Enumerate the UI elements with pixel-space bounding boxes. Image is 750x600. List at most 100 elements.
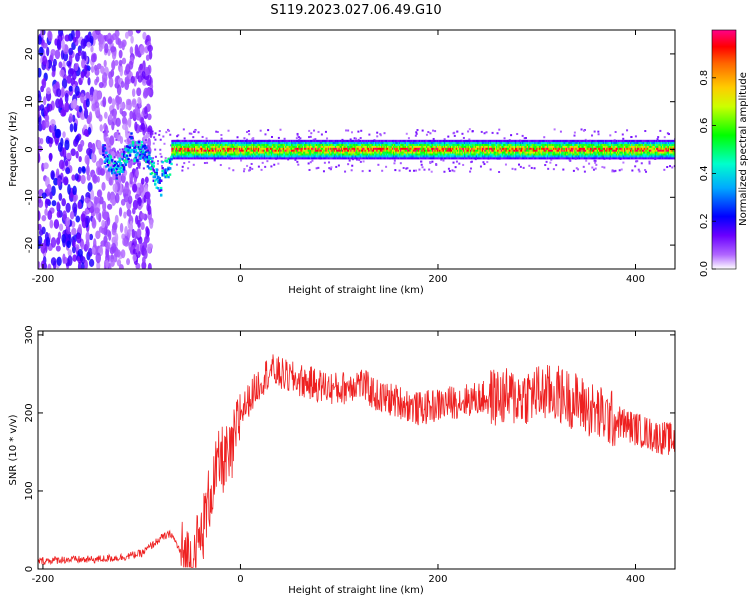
spectrogram-cell bbox=[243, 151, 246, 154]
spectrogram-cell bbox=[389, 157, 392, 160]
spectrogram-cell bbox=[452, 157, 455, 160]
spectrogram-cell bbox=[403, 147, 406, 150]
spectrogram-cell bbox=[368, 133, 371, 136]
spectrogram-cell bbox=[208, 155, 211, 158]
spectrogram-cell bbox=[345, 151, 348, 154]
spectrogram-cell bbox=[366, 157, 370, 160]
spectrogram-cell bbox=[314, 149, 317, 152]
spectrogram-cell bbox=[422, 141, 425, 145]
spectrogram-cell bbox=[558, 139, 562, 143]
spectrogram-cell bbox=[378, 145, 381, 148]
spectrogram-cell bbox=[250, 139, 253, 143]
spectrogram-cell bbox=[405, 132, 408, 135]
spectrogram-cell bbox=[513, 155, 517, 158]
spectrogram-cell bbox=[432, 155, 435, 158]
spectrogram-cell bbox=[441, 139, 444, 143]
spectrogram-cell bbox=[357, 147, 360, 150]
spectrogram-cell bbox=[538, 143, 541, 146]
spectrogram-cell bbox=[526, 157, 530, 160]
spectrogram-cell bbox=[446, 155, 449, 158]
spectrogram-cell bbox=[634, 165, 637, 168]
spectrogram-cell bbox=[426, 145, 429, 148]
spectrogram-cell bbox=[614, 130, 617, 133]
spectrogram-cell bbox=[597, 130, 600, 133]
spectrogram-cell bbox=[279, 151, 282, 154]
spectrogram-cell bbox=[313, 147, 316, 150]
spectrogram-cell bbox=[410, 147, 413, 150]
spectrogram-cell bbox=[498, 151, 501, 154]
spectrogram-cell bbox=[276, 155, 280, 158]
spectrogram-cell bbox=[76, 233, 82, 244]
spectrogram-cell bbox=[347, 129, 350, 132]
spectrogram-cell bbox=[404, 151, 407, 154]
spectrogram-cell bbox=[435, 155, 438, 158]
spectrogram-cell bbox=[202, 141, 205, 145]
spectrogram-cell bbox=[413, 155, 416, 158]
spectrogram-cell bbox=[307, 155, 310, 158]
spectrogram-cell bbox=[545, 145, 549, 148]
spectrogram-cell bbox=[255, 139, 258, 143]
spectrogram-cell bbox=[497, 141, 500, 145]
spectrogram-cell bbox=[315, 151, 319, 154]
spectrogram-cell bbox=[129, 246, 134, 253]
spectrogram-cell bbox=[173, 155, 176, 158]
spectrogram-cell bbox=[365, 145, 368, 148]
spectrogram-cell bbox=[325, 157, 328, 160]
spectrogram-cell bbox=[465, 153, 468, 156]
spectrogram-cell bbox=[390, 153, 393, 156]
spectrogram-cell bbox=[356, 157, 359, 160]
spectrogram-cell bbox=[543, 157, 546, 160]
spectrogram-cell bbox=[511, 147, 514, 150]
spectrogram-cell bbox=[73, 122, 78, 133]
spectrogram-cell bbox=[516, 145, 519, 148]
spectrogram-cell bbox=[296, 157, 300, 160]
spectrogram-cell bbox=[299, 141, 302, 145]
spectrogram-cell bbox=[198, 157, 201, 160]
spectrogram-cell bbox=[413, 157, 416, 160]
spectrogram-cell bbox=[190, 141, 193, 145]
spectrogram-cell bbox=[529, 149, 532, 152]
spectrogram-cell bbox=[396, 147, 399, 150]
spectrogram-cell bbox=[383, 151, 386, 154]
spectrogram-cell bbox=[196, 153, 199, 156]
spectrogram-cell bbox=[288, 151, 291, 154]
spectrogram-cell bbox=[431, 160, 434, 163]
spectrogram-cell bbox=[497, 139, 500, 143]
spectrogram-cell bbox=[294, 155, 297, 158]
spectrogram-cell bbox=[538, 153, 541, 156]
spectrogram-cell bbox=[532, 153, 535, 156]
spectrogram-cell bbox=[505, 153, 508, 156]
spectrogram-cell bbox=[387, 141, 390, 145]
spectrogram-cell bbox=[209, 139, 212, 143]
spectrogram-cell bbox=[186, 143, 189, 146]
spectrogram-cell bbox=[341, 149, 345, 152]
spectrogram-cell bbox=[223, 139, 226, 143]
spectrogram-cell bbox=[193, 149, 197, 152]
spectrogram-cell bbox=[467, 147, 470, 150]
spectrogram-cell bbox=[176, 153, 179, 156]
spectrogram-cell bbox=[243, 145, 246, 148]
spectrogram-cell bbox=[157, 160, 160, 163]
spectrogram-cell bbox=[561, 145, 564, 148]
spectrogram-cell bbox=[558, 141, 562, 145]
spectrogram-cell bbox=[503, 155, 506, 158]
spectrogram-cell bbox=[445, 151, 448, 154]
spectrogram-cell bbox=[245, 147, 249, 150]
spectrogram-cell bbox=[512, 139, 515, 143]
spectrogram-cell bbox=[257, 165, 260, 168]
spectrogram-cell bbox=[458, 155, 461, 158]
spectrogram-cell bbox=[188, 160, 191, 163]
spectrogram-cell bbox=[289, 153, 293, 156]
spectrogram-cell bbox=[429, 143, 432, 146]
spectrogram-cell bbox=[389, 141, 392, 145]
spectrogram-cell bbox=[363, 147, 366, 150]
spectrogram-cell bbox=[308, 129, 311, 132]
spectrogram-cell bbox=[174, 157, 178, 160]
spectrogram-cell bbox=[384, 151, 387, 154]
spectrogram-cell bbox=[462, 143, 466, 146]
spectrogram-cell bbox=[302, 151, 306, 154]
spectrogram-cell bbox=[184, 155, 187, 158]
spectrogram-cell bbox=[210, 151, 213, 154]
spectrogram-cell bbox=[203, 141, 206, 145]
spectrogram-cell bbox=[219, 141, 223, 145]
